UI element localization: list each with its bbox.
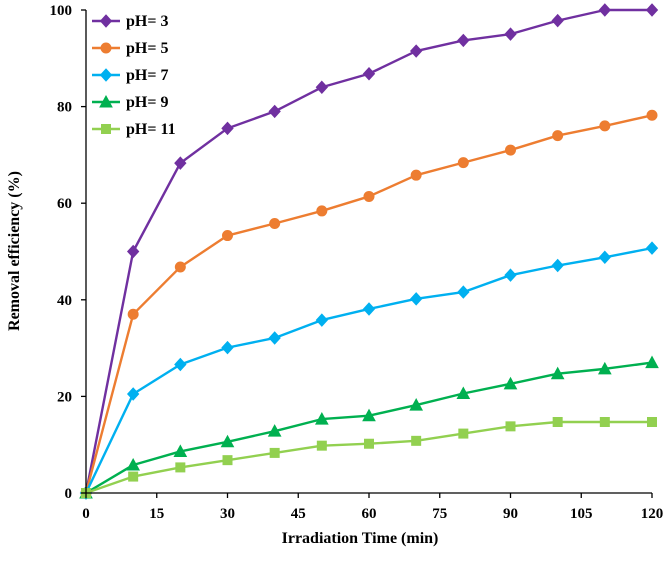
data-point-ph-9 xyxy=(409,398,424,411)
data-point-ph-5 xyxy=(646,109,658,121)
x-tick-label: 120 xyxy=(641,506,664,522)
data-point-ph-5 xyxy=(127,308,139,320)
data-point-ph-7 xyxy=(645,241,659,255)
data-point-ph-3 xyxy=(504,27,517,41)
x-tick-label: 15 xyxy=(149,506,164,522)
legend-label-ph-5: pH= 5 xyxy=(126,40,168,57)
data-point-ph-7 xyxy=(221,340,234,355)
legend-label-ph-7: pH= 7 xyxy=(126,67,168,84)
data-point-ph-3 xyxy=(221,121,234,136)
data-point-ph-7 xyxy=(268,331,281,345)
data-point-ph-11 xyxy=(505,421,516,432)
x-tick-label: 0 xyxy=(82,506,90,522)
data-point-ph-5 xyxy=(316,205,328,217)
legend-label-ph-3: pH= 3 xyxy=(126,13,168,30)
data-point-ph-3 xyxy=(268,104,281,119)
legend-swatch-marker xyxy=(100,42,112,54)
data-point-ph-11 xyxy=(364,438,374,449)
data-point-ph-7 xyxy=(362,302,376,316)
data-point-ph-3 xyxy=(409,44,423,58)
data-point-ph-7 xyxy=(315,313,329,327)
y-tick-label: 100 xyxy=(50,3,73,19)
data-point-ph-9 xyxy=(173,444,188,457)
ticks: 0 20 40 60 80 100 0 15 30 45 60 75 90 105 120 xyxy=(50,3,664,522)
data-point-ph-5 xyxy=(269,217,281,229)
legend-label-ph-11: pH= 11 xyxy=(126,121,176,138)
legend-swatch-marker xyxy=(101,124,111,134)
data-point-ph-3 xyxy=(174,156,187,170)
data-point-ph-5 xyxy=(410,169,422,181)
data-point-ph-5 xyxy=(222,230,233,242)
y-tick-label: 20 xyxy=(57,389,72,405)
data-point-ph-9 xyxy=(126,457,141,471)
data-point-ph-3 xyxy=(457,33,470,48)
data-point-ph-7 xyxy=(457,285,470,299)
data-point-ph-7 xyxy=(551,258,564,273)
series-line-ph-9 xyxy=(85,361,653,495)
y-axis-title: Removal efficiency (%) xyxy=(6,171,23,331)
data-point-ph-11 xyxy=(128,471,139,482)
legend-label-ph-9: pH= 9 xyxy=(126,94,168,111)
x-tick-label: 75 xyxy=(432,506,447,522)
data-point-ph-9 xyxy=(267,424,282,437)
x-tick-label: 45 xyxy=(291,506,306,522)
legend-swatch-marker xyxy=(99,94,113,108)
legend-swatch-marker xyxy=(99,68,113,82)
y-tick-label: 80 xyxy=(57,100,72,116)
series-line-ph-7 xyxy=(84,246,653,494)
data-point-ph-9 xyxy=(362,408,376,422)
data-point-ph-5 xyxy=(457,157,469,169)
data-point-ph-11 xyxy=(411,435,422,446)
data-point-ph-11 xyxy=(599,416,610,427)
data-point-ph-9 xyxy=(503,376,518,390)
data-point-ph-7 xyxy=(598,250,612,265)
data-point-ph-9 xyxy=(314,412,329,425)
data-point-ph-11 xyxy=(269,447,280,458)
x-tick-label: 30 xyxy=(220,506,235,522)
data-point-ph-3 xyxy=(598,3,612,17)
data-point-ph-9 xyxy=(550,366,565,380)
y-tick-label: 60 xyxy=(57,196,72,212)
legend: pH= 3 pH= 5 pH= 7 pH= 9 pH= 11 xyxy=(92,13,176,138)
data-point-ph-5 xyxy=(363,190,375,202)
series-line-ph-11 xyxy=(85,420,652,495)
data-point-ph-11 xyxy=(647,416,657,427)
x-axis-title: Irradiation Time (min) xyxy=(282,530,439,547)
data-point-ph-5 xyxy=(552,130,564,142)
data-point-ph-3 xyxy=(551,13,564,28)
data-point-ph-5 xyxy=(505,144,516,156)
x-tick-label: 60 xyxy=(362,506,377,522)
data-point-ph-11 xyxy=(458,428,469,439)
y-tick-label: 0 xyxy=(65,486,73,502)
data-point-ph-11 xyxy=(175,462,186,473)
legend-swatch-marker xyxy=(99,14,113,28)
data-point-ph-3 xyxy=(315,80,329,95)
data-point-ph-9 xyxy=(645,355,659,369)
data-point-ph-9 xyxy=(456,386,471,400)
data-point-ph-3 xyxy=(645,3,659,17)
data-point-ph-11 xyxy=(316,440,327,451)
data-point-ph-7 xyxy=(409,292,423,306)
data-point-ph-7 xyxy=(504,268,517,282)
data-point-ph-7 xyxy=(126,387,140,401)
x-tick-label: 90 xyxy=(503,506,518,522)
x-tick-label: 105 xyxy=(570,506,593,522)
data-point-ph-9 xyxy=(220,434,235,448)
data-point-ph-3 xyxy=(126,244,140,259)
y-tick-label: 40 xyxy=(57,293,72,309)
data-point-ph-5 xyxy=(174,261,186,273)
data-point-ph-5 xyxy=(599,120,611,132)
data-point-ph-9 xyxy=(597,361,612,375)
data-point-ph-11 xyxy=(552,416,563,427)
data-point-ph-3 xyxy=(362,67,376,81)
data-point-ph-11 xyxy=(222,455,233,466)
data-point-ph-7 xyxy=(174,357,187,372)
